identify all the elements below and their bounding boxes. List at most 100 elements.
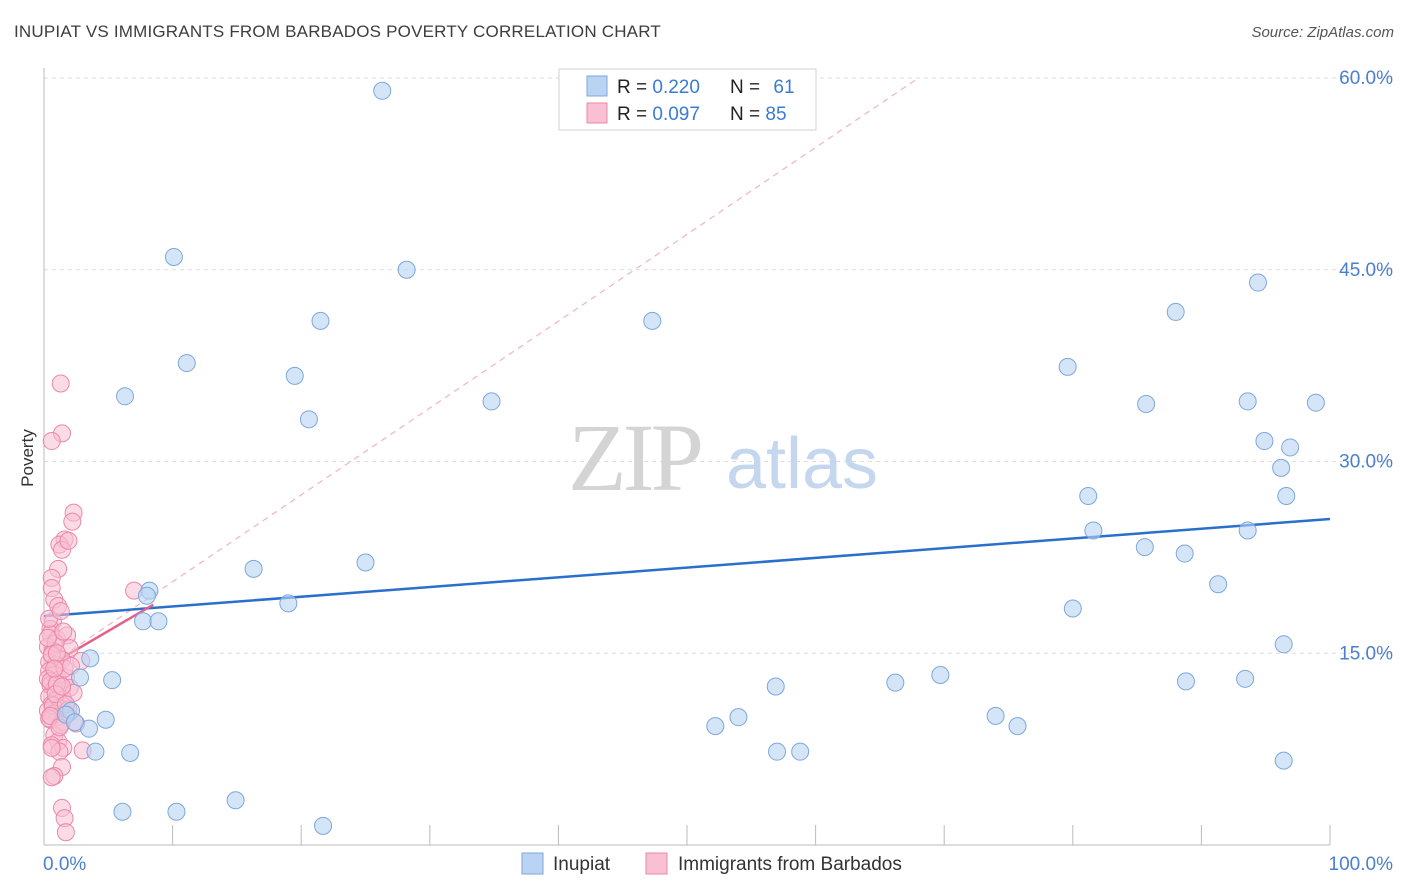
pink-point	[63, 512, 82, 531]
pink-point	[38, 628, 57, 647]
blue-point	[65, 713, 84, 732]
legend-r-label: R =	[617, 77, 652, 98]
legend-n-value: 61	[773, 77, 794, 98]
source-label: Source: ZipAtlas.com	[1251, 24, 1394, 41]
legend-r-value: 0.097	[652, 104, 700, 125]
blue-point	[931, 665, 950, 684]
watermark-atlas: atlas	[726, 424, 878, 504]
blue-point	[244, 559, 263, 578]
blue-point	[886, 673, 905, 692]
trend-layer	[43, 77, 1331, 670]
blue-point	[768, 742, 787, 761]
blue-point	[1137, 394, 1156, 413]
blue-point	[1166, 302, 1185, 321]
blue-point	[226, 791, 245, 810]
label-layer: 15.0% 30.0% 45.0% 60.0% 0.0% 100.0%	[43, 68, 1393, 875]
blue-point	[96, 710, 115, 729]
blue-point	[149, 612, 168, 631]
y-axis-label: Poverty	[18, 429, 37, 487]
x-tick-label: 100.0%	[1329, 854, 1394, 875]
bottom-legend-label: Immigrants from Barbados	[678, 854, 902, 875]
svg-text:R = 0.097: R = 0.097	[617, 104, 700, 125]
blue-point	[706, 717, 725, 736]
y-tick-label: 30.0%	[1339, 452, 1393, 473]
blue-point	[729, 708, 748, 727]
blue-point	[314, 816, 333, 835]
bottom-legend-swatch-pink	[645, 852, 668, 875]
legend-n-label: N =	[730, 77, 765, 98]
blue-point	[1238, 521, 1257, 540]
blue-point	[482, 392, 501, 411]
points-layer	[38, 81, 1325, 842]
pink-point	[59, 531, 78, 550]
legend-r-value: 0.220	[652, 77, 700, 98]
blue-point	[86, 742, 105, 761]
blue-point	[1236, 669, 1255, 688]
blue-point	[1272, 458, 1291, 477]
blue-point	[121, 743, 140, 762]
blue-point	[1209, 575, 1228, 594]
blue-point	[137, 586, 156, 605]
blue-point	[643, 311, 662, 330]
blue-point	[113, 802, 132, 821]
blue-point	[397, 260, 416, 279]
blue-point	[1135, 538, 1154, 557]
blue-point	[1274, 635, 1293, 654]
bottom-legend-label: Inupiat	[553, 854, 611, 875]
bottom-legend-swatch-blue	[521, 852, 544, 875]
blue-point	[1063, 599, 1082, 618]
pink-point	[42, 768, 61, 787]
svg-text:R = 0.220: R = 0.220	[617, 77, 700, 98]
blue-point	[1274, 751, 1293, 770]
legend-swatch-pink	[586, 102, 608, 124]
blue-point	[1255, 432, 1274, 451]
y-tick-label: 45.0%	[1339, 260, 1393, 281]
legend-swatch-blue	[586, 75, 608, 97]
blue-trend-line	[43, 517, 1331, 618]
legend-n-label: N =	[730, 104, 765, 125]
pink-point	[53, 677, 72, 696]
blue-point	[1058, 357, 1077, 376]
watermark: ZIP atlas	[568, 404, 878, 511]
pink-point	[42, 738, 61, 757]
legend-n-value: 85	[765, 104, 786, 125]
blue-point	[299, 410, 318, 429]
blue-point	[791, 742, 810, 761]
blue-point	[177, 354, 196, 373]
chart-title: INUPIAT VS IMMIGRANTS FROM BARBADOS POVE…	[14, 22, 661, 41]
pink-point	[45, 659, 64, 678]
blue-point	[116, 387, 135, 406]
blue-point	[81, 649, 100, 668]
blue-point	[1277, 487, 1296, 506]
blue-point	[986, 706, 1005, 725]
blue-point	[356, 553, 375, 572]
blue-point	[766, 677, 785, 696]
y-tick-label: 15.0%	[1339, 643, 1393, 664]
blue-point	[1238, 392, 1257, 411]
svg-text:N = 85: N = 85	[730, 104, 787, 125]
watermark-zip: ZIP	[568, 404, 701, 511]
blue-point	[285, 366, 304, 385]
pink-point	[54, 622, 73, 641]
pink-point	[47, 644, 66, 663]
blue-point	[164, 247, 183, 266]
blue-point	[1084, 521, 1103, 540]
blue-point	[103, 671, 122, 690]
blue-point	[1008, 717, 1027, 736]
blue-point	[1306, 393, 1325, 412]
bottom-legend: Inupiat Immigrants from Barbados	[521, 852, 902, 875]
legend-box: R = 0.220 N = 61 R = 0.097 N = 85	[558, 68, 817, 131]
blue-point	[134, 612, 153, 631]
blue-point	[311, 311, 330, 330]
blue-point	[373, 81, 392, 100]
svg-text:N = 61: N = 61	[730, 77, 795, 98]
blue-point	[71, 668, 90, 687]
pink-point	[56, 823, 75, 842]
blue-point	[167, 802, 186, 821]
pink-point	[51, 602, 70, 621]
pink-point	[42, 432, 61, 451]
blue-point	[1281, 438, 1300, 457]
pink-trend-extension	[43, 77, 919, 670]
y-tick-label: 60.0%	[1339, 68, 1393, 89]
